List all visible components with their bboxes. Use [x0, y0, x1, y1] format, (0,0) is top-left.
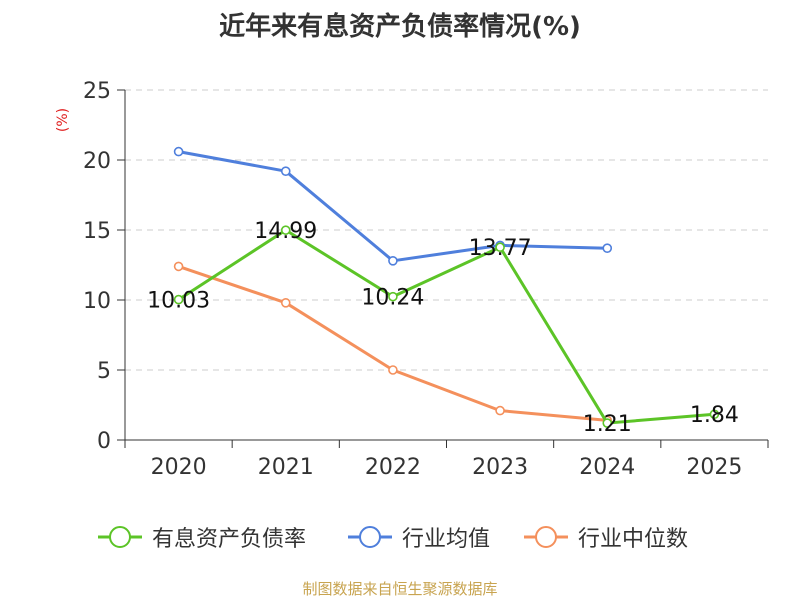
data-point [173, 146, 184, 157]
x-tick-label: 2024 [579, 455, 635, 480]
data-point [709, 409, 720, 420]
legend-label: 行业均值 [402, 527, 491, 552]
y-tick-label: 20 [83, 149, 111, 174]
x-tick-label: 2020 [151, 455, 207, 480]
x-tick-label: 2025 [686, 455, 742, 480]
legend-marker-icon [524, 526, 568, 548]
x-tick-label: 2022 [365, 455, 421, 480]
data-source-note: 制图数据来自恒生聚源数据库 [302, 580, 498, 598]
data-label: 10.03 [147, 289, 210, 314]
data-label: 1.21 [583, 412, 632, 437]
data-label: 10.24 [361, 286, 424, 311]
data-point [388, 291, 398, 302]
data-point [602, 418, 613, 428]
legend-circle [535, 526, 557, 548]
series-line [178, 150, 608, 263]
chart-legend: 有息资产负债率 行业均值 行业中位数 [0, 520, 800, 554]
legend-marker-icon [98, 526, 142, 548]
y-tick-label: 10 [83, 289, 111, 314]
data-point [173, 261, 184, 272]
y-tick-label: 0 [97, 429, 111, 454]
data-point [602, 243, 613, 253]
y-tick-label: 5 [97, 359, 111, 384]
data-label: 1.84 [690, 403, 739, 428]
data-point [280, 297, 291, 308]
legend-circle [109, 526, 131, 548]
data-label: 13.77 [469, 236, 532, 261]
data-label: 14.99 [254, 219, 317, 244]
legend-circle [359, 526, 381, 548]
data-point [388, 365, 398, 375]
y-tick-label: 25 [83, 79, 111, 104]
data-point [280, 225, 291, 235]
legend-marker-icon [348, 526, 392, 548]
y-tick-label: 15 [83, 219, 111, 244]
legend-label: 有息资产负债率 [152, 527, 307, 552]
legend-item-debt-ratio[interactable]: 有息资产负债率 [96, 520, 306, 554]
data-point [173, 294, 184, 305]
legend-label: 行业中位数 [578, 527, 689, 552]
data-point [495, 242, 505, 253]
data-point [388, 255, 398, 266]
x-tick-label: 2023 [472, 455, 528, 480]
legend-item-industry-median[interactable]: 行业中位数 [522, 520, 688, 554]
data-point [495, 405, 505, 416]
series-line [177, 228, 715, 425]
legend-item-industry-mean[interactable]: 行业均值 [346, 520, 490, 554]
data-point [280, 166, 291, 176]
chart-title: 近年来有息资产负债率情况(%) [219, 12, 581, 42]
x-tick-label: 2021 [258, 455, 314, 480]
